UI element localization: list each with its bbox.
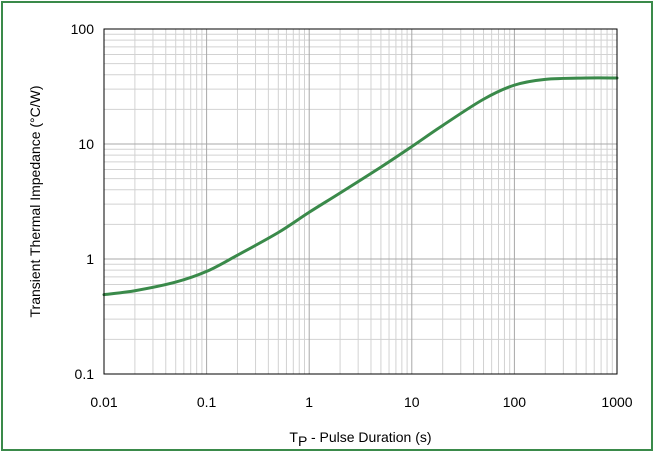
y-tick-label: 10 <box>78 136 94 152</box>
chart-frame: 0.01 0.1 1 10 100 1000 0.1 1 10 100 TP - Pulse D… <box>1 1 653 451</box>
x-axis-title: TP - Pulse Duration (s) <box>289 429 431 449</box>
y-tick-labels: 0.1 1 10 100 <box>71 21 95 382</box>
y-tick-label: 1 <box>86 251 94 267</box>
x-axis-title-sub: P <box>298 433 307 449</box>
x-axis-title-rest: - Pulse Duration (s) <box>307 429 431 445</box>
y-tick-label: 100 <box>71 21 95 37</box>
x-tick-label: 1 <box>305 394 313 410</box>
x-tick-labels: 0.01 0.1 1 10 100 1000 <box>90 394 632 410</box>
x-tick-label: 1000 <box>601 394 632 410</box>
grid-minor <box>104 29 617 374</box>
x-tick-label: 100 <box>503 394 527 410</box>
y-tick-label: 0.1 <box>75 366 95 382</box>
x-tick-label: 0.1 <box>197 394 217 410</box>
x-axis-title-main: T <box>289 429 298 445</box>
plot-border <box>103 28 618 375</box>
x-tick-label: 10 <box>404 394 420 410</box>
y-axis-title: Transient Thermal Impedance (°C/W) <box>27 85 43 317</box>
series-line <box>102 76 619 297</box>
x-tick-label: 0.01 <box>90 394 117 410</box>
thermal-impedance-chart: 0.01 0.1 1 10 100 1000 0.1 1 10 100 TP - Pulse D… <box>27 21 633 449</box>
